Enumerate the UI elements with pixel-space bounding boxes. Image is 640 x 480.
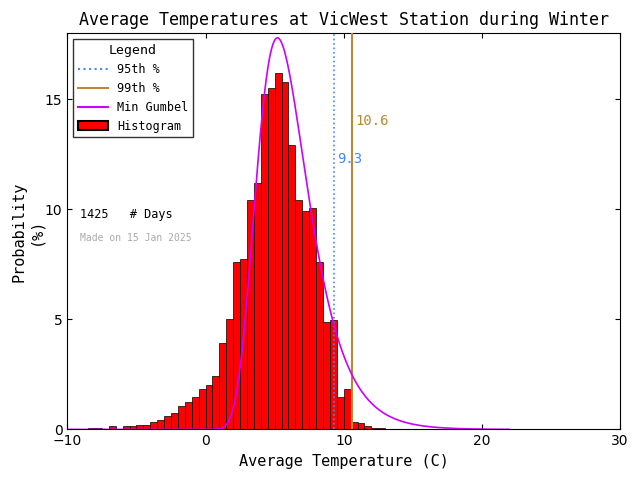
Bar (282, 82, 289, 430)
Bar (323, 322, 330, 430)
Bar (316, 262, 323, 430)
Bar (192, 397, 198, 430)
Bar (275, 72, 282, 430)
Bar (95, 428, 102, 430)
Bar (254, 183, 261, 430)
Bar (212, 375, 220, 430)
Bar (227, 319, 233, 430)
Bar (268, 88, 275, 430)
Bar (344, 389, 351, 430)
Bar (351, 422, 358, 430)
Bar (109, 426, 116, 430)
Bar (302, 211, 309, 430)
Bar (261, 94, 268, 430)
Bar (330, 320, 337, 430)
Bar (185, 402, 192, 430)
Bar (205, 385, 212, 430)
Bar (157, 420, 164, 430)
Text: 1425   # Days: 1425 # Days (79, 208, 172, 221)
Bar (365, 426, 371, 430)
Bar (136, 425, 143, 430)
Bar (233, 262, 240, 430)
Bar (240, 259, 247, 430)
Bar (150, 422, 157, 430)
Bar (358, 423, 365, 430)
Bar (123, 426, 129, 430)
Bar (378, 428, 385, 430)
Bar (143, 425, 150, 430)
Text: 10.6: 10.6 (355, 114, 388, 129)
Bar (164, 416, 171, 430)
Bar (337, 397, 344, 430)
Bar (296, 200, 302, 430)
Text: 9.3: 9.3 (337, 152, 362, 166)
Bar (198, 389, 205, 430)
Bar (88, 428, 95, 430)
Bar (129, 426, 136, 430)
Bar (289, 145, 296, 430)
Bar (247, 200, 254, 430)
X-axis label: Average Temperature (C): Average Temperature (C) (239, 454, 449, 469)
Bar (171, 412, 178, 430)
Bar (309, 208, 316, 430)
Y-axis label: Probability
(%): Probability (%) (11, 181, 44, 282)
Bar (178, 407, 185, 430)
Text: Made on 15 Jan 2025: Made on 15 Jan 2025 (79, 233, 191, 243)
Title: Average Temperatures at VicWest Station during Winter: Average Temperatures at VicWest Station … (79, 11, 609, 29)
Bar (371, 428, 378, 430)
Legend: 95th %, 99th %, Min Gumbel, Histogram: 95th %, 99th %, Min Gumbel, Histogram (74, 39, 193, 137)
Bar (220, 343, 227, 430)
